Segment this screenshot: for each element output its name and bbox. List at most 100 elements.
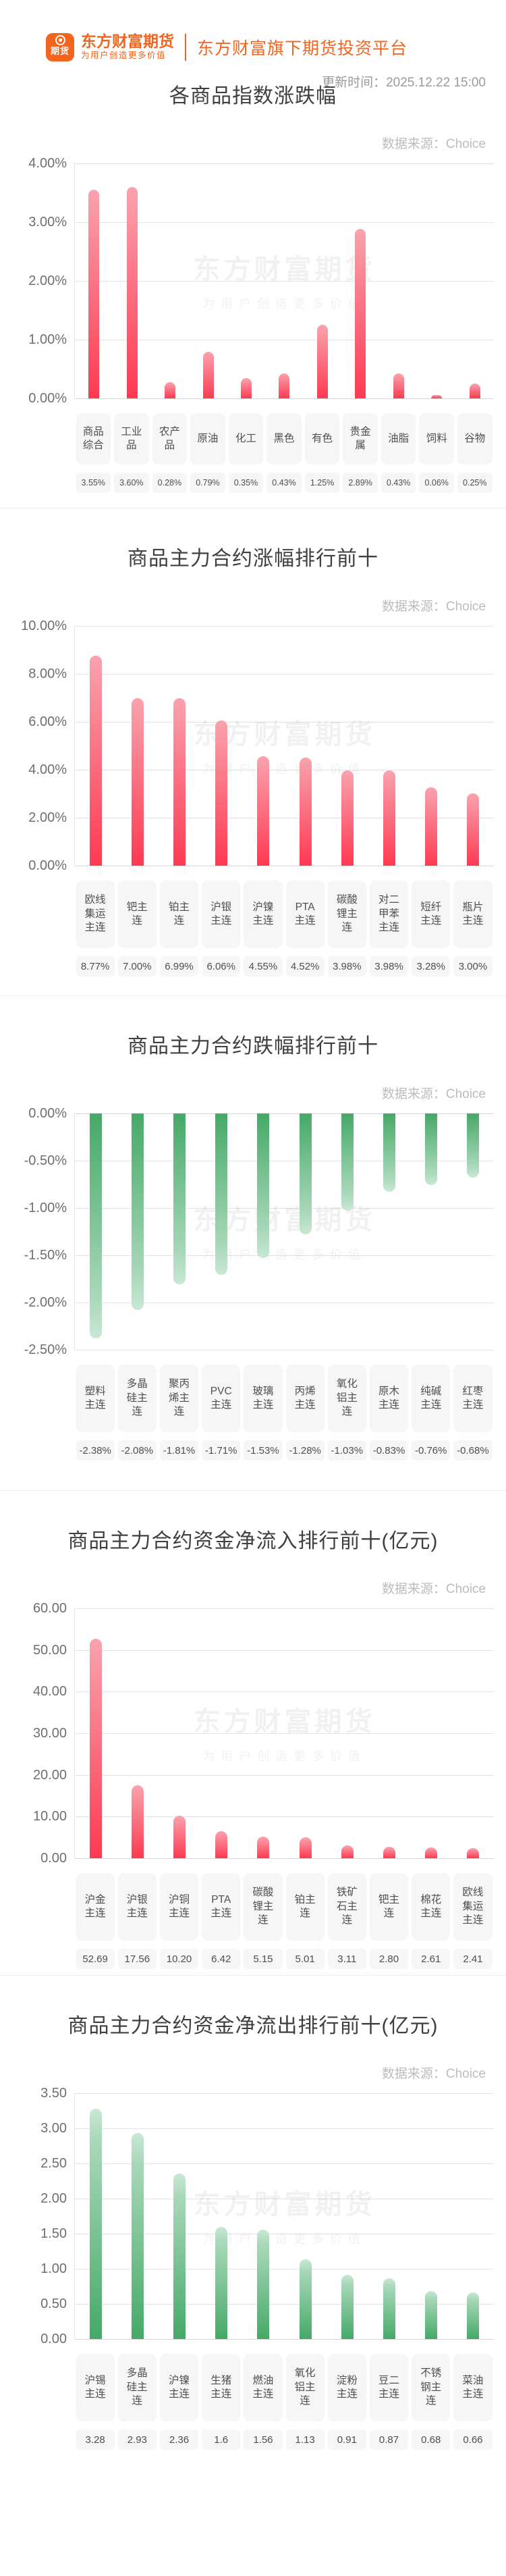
bar xyxy=(466,1848,479,1858)
bar xyxy=(90,1639,103,1858)
value-label: 2.41 xyxy=(453,1949,493,1969)
y-axis-tick: -0.50% xyxy=(24,1153,67,1168)
category-label: 短纤主连 xyxy=(412,880,451,948)
category-label: 欧线集运主连 xyxy=(453,1873,493,1941)
value-slot: -2.08% xyxy=(116,1440,158,1461)
category-label: 聚丙烯主连 xyxy=(159,1365,199,1432)
category-slot: 对二甲苯主连 xyxy=(368,880,410,948)
category-label: 玻璃主连 xyxy=(244,1365,283,1432)
category-slot: 油脂 xyxy=(379,413,418,465)
value-label: 4.55% xyxy=(244,956,283,976)
bar-slot xyxy=(242,1608,284,1858)
category-slot: PTA主连 xyxy=(284,880,326,948)
brand-text: 东方财富期货 为用户创造更多价值 xyxy=(81,32,174,61)
bars-layer xyxy=(75,626,494,866)
x-axis-line xyxy=(75,1113,494,1114)
category-label: 生猪主连 xyxy=(202,2354,241,2421)
value-labels-row: 3.55% 3.60% 0.28% 0.79% 0.35% 0.43% 1.25% 2.89%… xyxy=(74,473,494,493)
bar-slot xyxy=(410,1608,452,1858)
category-label: 沪锡主连 xyxy=(76,2354,115,2421)
bar xyxy=(383,770,395,866)
category-label: 塑料主连 xyxy=(76,1365,115,1432)
category-slot: 多晶硅主连 xyxy=(116,1365,158,1432)
category-label: 钯主连 xyxy=(117,880,157,948)
bar xyxy=(341,1845,354,1858)
y-axis-tick: -2.00% xyxy=(24,1295,67,1310)
value-label: 17.56 xyxy=(117,1949,157,1969)
value-label: 3.60% xyxy=(114,473,149,493)
bar xyxy=(383,1847,395,1858)
value-slot: 2.61 xyxy=(410,1949,452,1969)
value-slot: -2.38% xyxy=(74,1440,116,1461)
y-axis-tick: 0.00% xyxy=(28,1106,67,1121)
value-slot: 0.43% xyxy=(265,473,304,493)
category-label: 沪银主连 xyxy=(202,880,241,948)
category-label: 碳酸锂主连 xyxy=(244,1873,283,1941)
bar xyxy=(299,2259,312,2339)
y-axis-tick: 1.50 xyxy=(40,2226,67,2241)
category-label: 对二甲苯主连 xyxy=(369,880,409,948)
bar-slot xyxy=(117,1113,159,1350)
value-slot: -0.68% xyxy=(452,1440,494,1461)
value-label: 0.79% xyxy=(190,473,225,493)
category-label: 瓶片主连 xyxy=(453,880,493,948)
category-label: 沪金主连 xyxy=(76,1873,115,1941)
x-axis-line xyxy=(75,2339,494,2340)
gridline xyxy=(75,1255,494,1256)
bars-layer xyxy=(75,2093,494,2339)
bar xyxy=(299,1837,312,1858)
value-slot: 6.99% xyxy=(158,956,200,976)
value-label: 3.28% xyxy=(412,956,451,976)
gridline xyxy=(75,1733,494,1734)
bar xyxy=(431,395,443,398)
category-label: 红枣主连 xyxy=(453,1365,493,1432)
category-slot: 氧化铝主连 xyxy=(284,2354,326,2421)
value-label: -0.76% xyxy=(412,1440,451,1461)
bar-slot xyxy=(117,626,159,866)
category-slot: 农产品 xyxy=(150,413,189,465)
y-axis-tick: 10.00% xyxy=(21,619,67,633)
bar xyxy=(383,2278,395,2339)
category-slot: 沪金主连 xyxy=(74,1873,116,1941)
category-label: 沪镍主连 xyxy=(159,2354,199,2421)
category-label: 油脂 xyxy=(381,413,416,465)
value-label: 3.98% xyxy=(327,956,366,976)
bar-slot xyxy=(117,1608,159,1858)
value-slot: -1.28% xyxy=(284,1440,326,1461)
bar-slot xyxy=(189,163,227,398)
value-label: 0.35% xyxy=(228,473,264,493)
y-axis-tick: 20.00 xyxy=(32,1768,67,1783)
category-label: 化工 xyxy=(228,413,264,465)
bar xyxy=(466,1113,479,1178)
value-label: -1.28% xyxy=(285,1440,325,1461)
category-slot: 纯碱主连 xyxy=(410,1365,452,1432)
bar xyxy=(279,373,290,398)
category-slot: 铂主连 xyxy=(284,1873,326,1941)
category-label: 工业品 xyxy=(114,413,149,465)
bar-slot xyxy=(456,163,494,398)
brand-name: 东方财富期货 xyxy=(81,32,174,50)
y-axis-tick: 1.00 xyxy=(40,2261,67,2276)
y-axis-tick: -1.50% xyxy=(24,1248,67,1263)
gridline xyxy=(75,2304,494,2305)
bar xyxy=(173,1113,186,1284)
y-axis-tick: 4.00% xyxy=(28,762,67,777)
value-label: 2.36 xyxy=(159,2429,199,2450)
category-label: 不锈钢主连 xyxy=(412,2354,451,2421)
y-axis-tick: -1.00% xyxy=(24,1201,67,1215)
category-slot: 沪镍主连 xyxy=(242,880,284,948)
value-label: 2.80 xyxy=(369,1949,409,1969)
value-label: 0.25% xyxy=(457,473,493,493)
bar-slot xyxy=(304,163,341,398)
value-slot: -0.83% xyxy=(368,1440,410,1461)
bar-slot xyxy=(159,1113,200,1350)
y-axis-tick: 1.00% xyxy=(28,332,67,347)
value-label: -0.83% xyxy=(369,1440,409,1461)
category-slot: 瓶片主连 xyxy=(452,880,494,948)
value-slot: -1.81% xyxy=(158,1440,200,1461)
value-label: 52.69 xyxy=(76,1949,115,1969)
platform-title: 东方财富旗下期货投资平台 xyxy=(197,38,408,58)
bar-slot xyxy=(410,2093,452,2339)
category-label: 农产品 xyxy=(152,413,188,465)
chart-section-2: 商品主力合约涨幅排行前十 数据来源：Choice 10.00% 8.00% 6.00% 4… xyxy=(0,508,506,995)
